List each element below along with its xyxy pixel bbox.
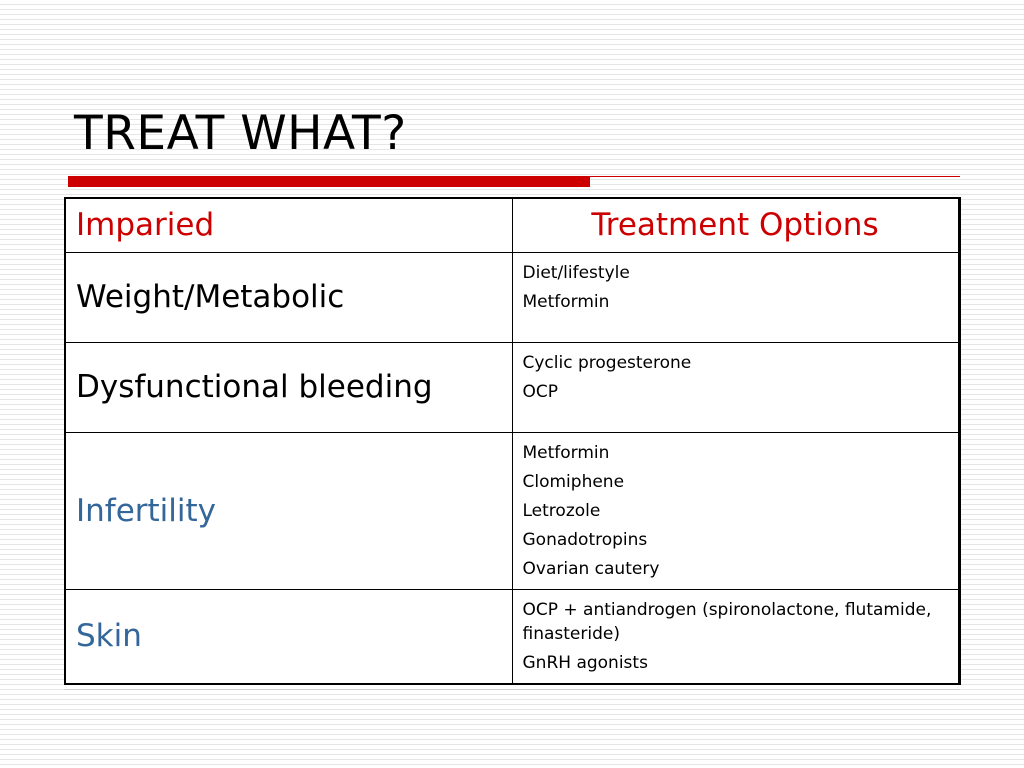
option-item: Letrozole	[522, 500, 601, 521]
table-row-weight-metabolic: Weight/Metabolic Diet/lifestyle Metformi…	[64, 251, 960, 343]
header-treatment-options: Treatment Options	[511, 197, 960, 253]
condition-dysfunctional-bleeding: Dysfunctional bleeding	[64, 341, 513, 433]
option-item: Clomiphene	[522, 471, 625, 492]
option-item: Cyclic progesterone	[522, 352, 692, 373]
table-row-skin: Skin OCP + antiandrogen (spironolactone,…	[64, 588, 960, 684]
options-infertility: Metformin Clomiphene Letrozole Gonadotro…	[511, 431, 960, 590]
table-row-infertility: Infertility Metformin Clomiphene Letrozo…	[64, 431, 960, 590]
title-underline-thin	[590, 176, 960, 177]
option-item: OCP	[522, 381, 559, 402]
table-header-row: Imparied Treatment Options	[64, 197, 960, 253]
condition-infertility: Infertility	[64, 431, 513, 590]
option-item: Gonadotropins	[522, 529, 648, 550]
header-impaired: Imparied	[64, 197, 513, 253]
condition-weight-metabolic: Weight/Metabolic	[64, 251, 513, 343]
option-item: GnRH agonists	[522, 652, 648, 673]
option-item: Diet/lifestyle	[522, 262, 630, 283]
options-weight-metabolic: Diet/lifestyle Metformin	[511, 251, 960, 343]
option-item: Ovarian cautery	[522, 558, 660, 579]
options-skin: OCP + antiandrogen (spironolactone, flut…	[511, 588, 960, 684]
condition-skin: Skin	[64, 588, 513, 684]
option-item: Metformin	[522, 442, 610, 463]
bottom-divider	[64, 689, 960, 690]
table-row-dysfunctional-bleeding: Dysfunctional bleeding Cyclic progestero…	[64, 341, 960, 433]
slide-title: TREAT WHAT?	[74, 106, 407, 161]
options-dysfunctional-bleeding: Cyclic progesterone OCP	[511, 341, 960, 433]
option-item: Metformin	[522, 291, 610, 312]
treatment-table: Imparied Treatment Options Weight/Metabo…	[64, 197, 961, 685]
title-underline-thick	[68, 176, 590, 187]
option-item: OCP + antiandrogen (spironolactone, flut…	[522, 599, 932, 644]
